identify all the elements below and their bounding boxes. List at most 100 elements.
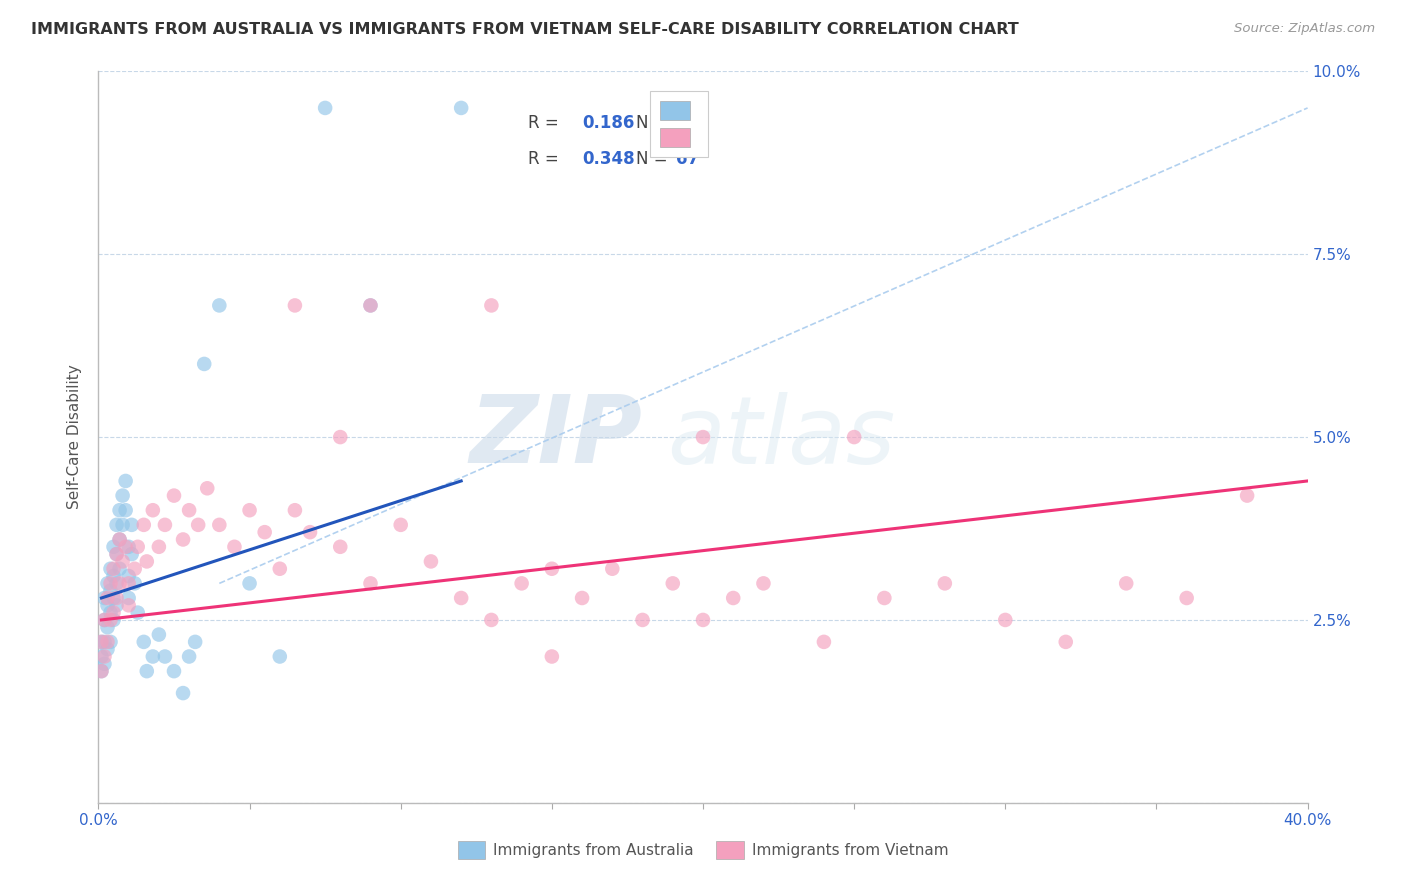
- Point: [239, 576, 262, 591]
- Point: [314, 101, 336, 115]
- Point: [1175, 591, 1198, 605]
- Text: 0.348: 0.348: [582, 150, 634, 168]
- Point: [934, 576, 956, 591]
- Legend: Immigrants from Australia, Immigrants from Vietnam: Immigrants from Australia, Immigrants fr…: [451, 835, 955, 864]
- Point: [111, 517, 134, 532]
- Point: [163, 489, 186, 503]
- Text: N =: N =: [637, 113, 673, 131]
- Point: [108, 576, 131, 591]
- Point: [127, 606, 149, 620]
- Point: [105, 599, 128, 613]
- Point: [184, 635, 207, 649]
- Point: [90, 664, 112, 678]
- Point: [142, 503, 165, 517]
- Point: [135, 554, 157, 568]
- Point: [329, 430, 352, 444]
- Point: [100, 613, 122, 627]
- Point: [96, 635, 118, 649]
- Point: [631, 613, 654, 627]
- Point: [142, 649, 165, 664]
- Point: [450, 591, 472, 605]
- Point: [420, 554, 443, 568]
- Point: [96, 620, 118, 634]
- Point: [389, 517, 412, 532]
- Point: [132, 517, 155, 532]
- Point: [994, 613, 1017, 627]
- Text: atlas: atlas: [666, 392, 896, 483]
- Point: [111, 554, 134, 568]
- Point: [105, 517, 128, 532]
- Point: [510, 576, 533, 591]
- Text: R =: R =: [527, 150, 564, 168]
- Point: [121, 547, 143, 561]
- Point: [692, 613, 714, 627]
- Point: [90, 649, 112, 664]
- Text: ZIP: ZIP: [470, 391, 643, 483]
- Point: [540, 649, 562, 664]
- Point: [90, 664, 112, 678]
- Text: 53: 53: [676, 113, 700, 131]
- Point: [193, 357, 215, 371]
- Point: [96, 576, 118, 591]
- Point: [284, 503, 307, 517]
- Point: [118, 591, 141, 605]
- Point: [103, 569, 125, 583]
- Point: [93, 613, 115, 627]
- Point: [103, 562, 125, 576]
- Text: R =: R =: [527, 113, 564, 131]
- Point: [873, 591, 896, 605]
- Point: [118, 540, 141, 554]
- Point: [299, 525, 322, 540]
- Point: [450, 101, 472, 115]
- Point: [93, 613, 115, 627]
- Point: [100, 576, 122, 591]
- Point: [93, 635, 115, 649]
- Point: [118, 599, 141, 613]
- Point: [481, 298, 503, 312]
- Point: [172, 533, 194, 547]
- Point: [121, 517, 143, 532]
- Point: [124, 562, 146, 576]
- Text: IMMIGRANTS FROM AUSTRALIA VS IMMIGRANTS FROM VIETNAM SELF-CARE DISABILITY CORREL: IMMIGRANTS FROM AUSTRALIA VS IMMIGRANTS …: [31, 22, 1019, 37]
- Point: [111, 489, 134, 503]
- Point: [208, 517, 231, 532]
- Point: [1115, 576, 1137, 591]
- Point: [108, 533, 131, 547]
- Point: [1236, 489, 1258, 503]
- Point: [195, 481, 218, 495]
- Point: [96, 591, 118, 605]
- Point: [93, 657, 115, 671]
- Point: [100, 606, 122, 620]
- Point: [124, 576, 146, 591]
- Point: [253, 525, 276, 540]
- Point: [723, 591, 745, 605]
- Point: [105, 576, 128, 591]
- Point: [103, 613, 125, 627]
- Point: [114, 540, 136, 554]
- Point: [284, 298, 307, 312]
- Point: [114, 474, 136, 488]
- Point: [127, 540, 149, 554]
- Point: [96, 599, 118, 613]
- Point: [360, 576, 382, 591]
- Point: [269, 649, 291, 664]
- Point: [100, 562, 122, 576]
- Point: [360, 298, 382, 312]
- Point: [148, 540, 170, 554]
- Point: [224, 540, 246, 554]
- Point: [692, 430, 714, 444]
- Text: 67: 67: [676, 150, 700, 168]
- Point: [571, 591, 593, 605]
- Text: 0.186: 0.186: [582, 113, 634, 131]
- Point: [269, 562, 291, 576]
- Point: [93, 591, 115, 605]
- Point: [153, 517, 176, 532]
- Point: [1054, 635, 1077, 649]
- Point: [132, 635, 155, 649]
- Point: [114, 503, 136, 517]
- Point: [103, 540, 125, 554]
- Point: [187, 517, 209, 532]
- Point: [208, 298, 231, 312]
- Point: [118, 569, 141, 583]
- Point: [153, 649, 176, 664]
